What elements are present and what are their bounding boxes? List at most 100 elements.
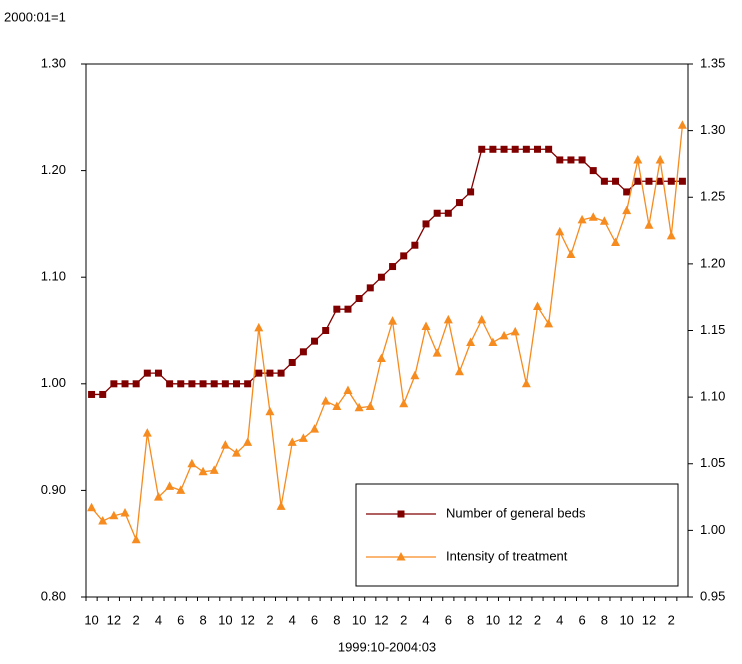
data-point <box>388 316 398 325</box>
y-tick-label: 1.20 <box>41 162 66 177</box>
x-tick-label: 6 <box>177 612 184 627</box>
x-tick-label: 2 <box>400 612 407 627</box>
series-line <box>91 148 683 396</box>
x-axis-title: 1999:10-2004:03 <box>338 639 436 654</box>
data-point <box>321 396 331 405</box>
data-point <box>633 154 643 164</box>
data-point <box>265 406 275 416</box>
data-point <box>154 369 162 377</box>
data-point <box>666 230 676 240</box>
data-point <box>623 188 631 196</box>
x-tick-label: 8 <box>467 612 474 627</box>
data-point <box>121 380 129 388</box>
y2-tick-label: 1.35 <box>700 55 725 70</box>
data-point <box>455 199 463 207</box>
data-point <box>622 205 632 215</box>
x-tick-label: 10 <box>486 612 500 627</box>
data-point <box>299 348 307 356</box>
data-point <box>556 156 564 164</box>
data-point <box>600 177 608 185</box>
legend-box <box>355 483 679 587</box>
x-tick-label: 8 <box>333 612 340 627</box>
data-point <box>198 466 208 476</box>
data-point <box>244 380 252 388</box>
y2-tick-label: 1.00 <box>700 522 725 537</box>
data-point <box>310 424 320 433</box>
data-point <box>377 273 385 281</box>
data-point <box>199 380 207 388</box>
data-point <box>510 326 520 336</box>
x-tick-label: 10 <box>218 612 232 627</box>
data-point <box>344 305 352 313</box>
y2-tick-label: 1.20 <box>700 255 725 270</box>
x-tick-label: 4 <box>556 612 563 627</box>
y2-tick-label: 1.25 <box>700 189 725 204</box>
data-point <box>366 284 374 292</box>
data-point <box>221 380 229 388</box>
data-point <box>467 188 475 196</box>
data-point <box>655 154 665 164</box>
x-tick-label: 4 <box>155 612 162 627</box>
data-point <box>177 380 185 388</box>
data-point <box>466 337 476 346</box>
data-point <box>187 458 197 468</box>
data-point <box>233 380 240 388</box>
y-tick-label: 1.00 <box>41 375 66 390</box>
data-point <box>220 440 230 449</box>
data-point <box>555 226 565 236</box>
data-point <box>88 390 96 398</box>
x-tick-label: 2 <box>668 612 675 627</box>
data-point <box>489 145 497 153</box>
data-point <box>255 369 263 377</box>
data-point <box>166 380 174 388</box>
y2-tick-label: 0.95 <box>700 588 725 603</box>
x-tick-label: 2 <box>133 612 140 627</box>
data-point <box>644 220 654 229</box>
data-point <box>521 378 531 388</box>
data-point <box>499 330 509 340</box>
y-note: 2000:01=1 <box>4 9 66 24</box>
data-point <box>567 156 575 164</box>
data-point <box>188 380 196 388</box>
data-point <box>311 337 319 345</box>
x-tick-label: 8 <box>601 612 608 627</box>
data-point <box>588 212 598 221</box>
data-point <box>343 385 353 394</box>
data-point <box>477 314 487 324</box>
data-point <box>210 380 218 388</box>
data-point <box>354 402 364 412</box>
y2-tick-label: 1.30 <box>700 122 725 137</box>
data-point <box>399 398 409 408</box>
data-point <box>288 358 296 366</box>
data-point <box>153 492 163 501</box>
data-point <box>545 145 553 153</box>
data-point <box>534 145 541 153</box>
data-point <box>98 516 108 525</box>
y-tick-label: 1.10 <box>41 269 66 284</box>
data-point <box>454 366 464 376</box>
y2-tick-label: 1.05 <box>700 455 725 470</box>
data-point <box>333 305 341 313</box>
data-point <box>298 433 308 442</box>
legend-label: Number of general beds <box>446 505 586 520</box>
y-tick-label: 1.30 <box>41 55 66 70</box>
data-point <box>110 380 118 388</box>
legend-marker <box>396 552 406 561</box>
data-point <box>421 321 431 331</box>
data-point <box>142 428 152 437</box>
x-tick-label: 12 <box>240 612 254 627</box>
x-tick-label: 6 <box>578 612 585 627</box>
data-point <box>109 510 119 520</box>
data-point <box>209 465 219 474</box>
data-point <box>522 145 530 153</box>
legend-marker <box>397 510 405 518</box>
data-point <box>365 401 375 410</box>
data-point <box>131 534 141 544</box>
y2-tick-label: 1.10 <box>700 389 725 404</box>
data-point <box>432 348 442 357</box>
y2-tick-label: 1.15 <box>700 322 725 337</box>
data-point <box>87 502 97 512</box>
data-point <box>612 177 620 185</box>
x-tick-label: 12 <box>642 612 656 627</box>
data-point <box>656 177 664 185</box>
